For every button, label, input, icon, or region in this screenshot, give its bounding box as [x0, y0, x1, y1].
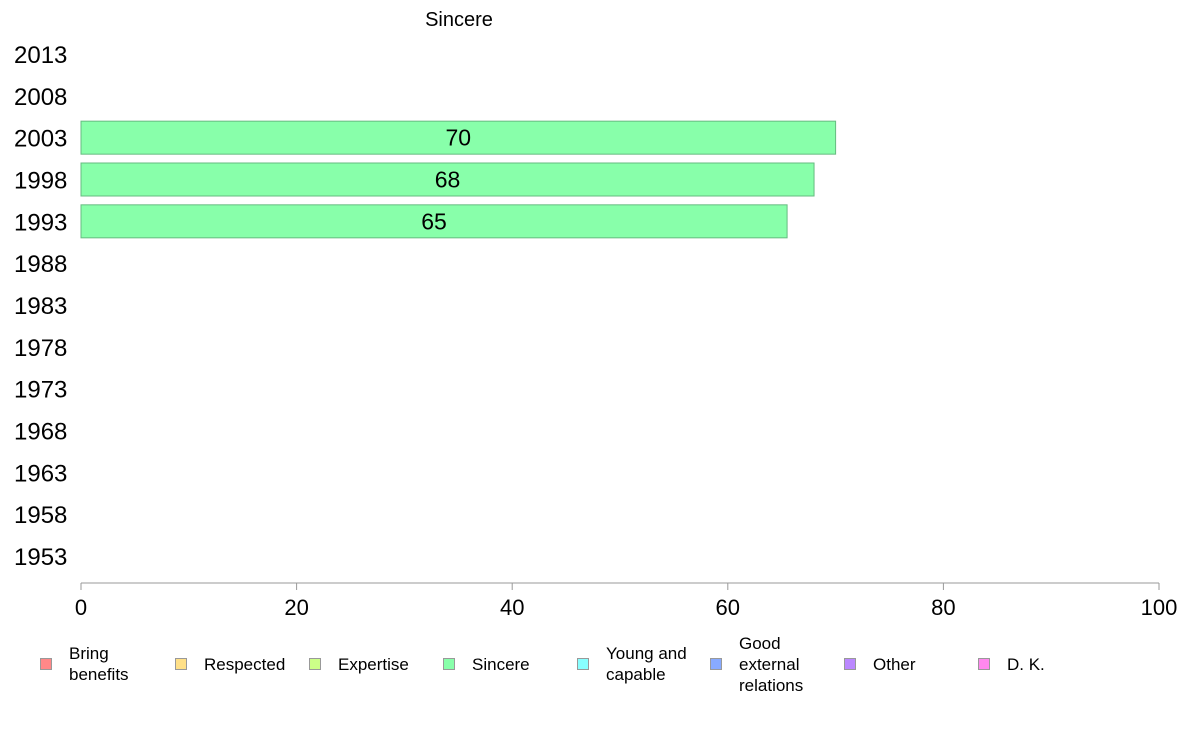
- legend-item: Sincere: [443, 630, 582, 698]
- bar: [80, 204, 788, 239]
- category-label: 1993: [14, 209, 67, 236]
- legend-label: Young and capable: [606, 644, 687, 684]
- category-labels: 2013 2008 2003 1998 1993 1988 1983 1978 1973 1968…: [14, 42, 67, 571]
- legend-swatch: [175, 658, 187, 670]
- bar-data-label: 68: [435, 167, 461, 193]
- legend-swatch: [40, 658, 52, 670]
- legend-swatch: [577, 658, 589, 670]
- bar-data-label: 65: [421, 208, 447, 234]
- legend-label: Respected: [204, 654, 286, 674]
- legend-swatch: [978, 658, 990, 670]
- bar: [80, 162, 815, 197]
- category-label: 1983: [14, 293, 67, 320]
- legend-label: Sincere: [472, 654, 530, 674]
- x-tick-label: 40: [500, 595, 524, 620]
- legend-item: Young and capable: [577, 630, 701, 698]
- category-label: 1958: [14, 502, 67, 529]
- x-tick-label: 20: [284, 595, 308, 620]
- legend-item: Good external relations: [710, 630, 819, 698]
- category-label: 1973: [14, 377, 67, 404]
- legend-item: Expertise: [309, 630, 448, 698]
- category-label: 1988: [14, 251, 67, 278]
- category-label: 1978: [14, 335, 67, 362]
- legend-item: Respected: [175, 630, 314, 698]
- legend-label: Good external relations: [739, 633, 804, 695]
- bar: [80, 120, 837, 155]
- category-label: 1998: [14, 168, 67, 195]
- legend-swatch: [443, 658, 455, 670]
- chart-title: Sincere: [425, 9, 493, 31]
- legend-item: Bring benefits: [40, 630, 149, 698]
- legend-label: D. K.: [1007, 654, 1045, 674]
- bars: 70 68 65: [80, 120, 837, 239]
- bar-chart: Sincere 2013 2008 2003 1998 1993 1988 1983 1978…: [14, 9, 1178, 620]
- legend-item: D. K.: [978, 630, 1117, 698]
- category-label: 1953: [14, 544, 67, 571]
- bar-data-label: 70: [446, 125, 472, 151]
- category-label: 2003: [14, 126, 67, 153]
- legend-label: Expertise: [338, 654, 409, 674]
- x-tick-label: 100: [1141, 595, 1178, 620]
- legend-label: Bring benefits: [69, 644, 129, 684]
- x-tick-label: 80: [931, 595, 955, 620]
- legend-item: Other: [844, 630, 983, 698]
- category-label: 1968: [14, 419, 67, 446]
- category-label: 1963: [14, 460, 67, 487]
- x-tick-label: 60: [716, 595, 740, 620]
- legend: Bring benefits Respected Expertise Sincere Y…: [0, 630, 1188, 710]
- category-label: 2013: [14, 42, 67, 69]
- legend-swatch: [710, 658, 722, 670]
- legend-swatch: [309, 658, 321, 670]
- category-label: 2008: [14, 84, 67, 111]
- legend-label: Other: [873, 654, 916, 674]
- x-tick-label: 0: [75, 595, 87, 620]
- legend-swatch: [844, 658, 856, 670]
- x-axis: 0 20 40 60 80 100: [75, 582, 1178, 620]
